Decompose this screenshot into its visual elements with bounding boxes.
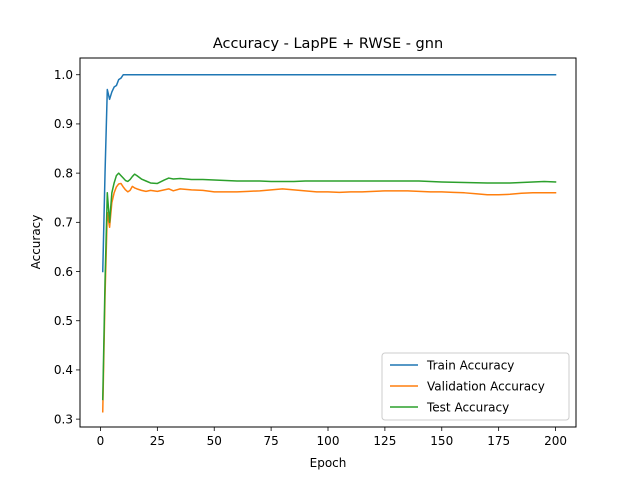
y-tick-label: 0.3 [54, 412, 73, 426]
legend: Train Accuracy Validation Accuracy Test … [381, 352, 570, 421]
y-tick-label: 1.0 [54, 68, 73, 82]
x-tick-label: 175 [487, 434, 510, 448]
series-line-test [101, 172, 557, 401]
x-tick-label: 0 [97, 434, 105, 448]
series-layer [101, 73, 557, 413]
chart-title: Accuracy - LapPE + RWSE - gnn [213, 36, 443, 52]
x-axis-ticks: 0 25 50 75 100 125 150 175 200 [97, 427, 567, 448]
series-line-validation [101, 182, 557, 413]
legend-label-validation: Validation Accuracy [427, 380, 545, 394]
y-axis-ticks: 0.3 0.4 0.5 0.6 0.7 0.8 0.9 1.0 [54, 68, 80, 426]
legend-label-train: Train Accuracy [426, 359, 514, 373]
legend-entry-train: Train Accuracy [390, 359, 514, 373]
y-tick-label: 0.7 [54, 216, 73, 230]
legend-label-test: Test Accuracy [426, 401, 509, 415]
x-tick-label: 75 [263, 434, 278, 448]
series-line-train [101, 73, 557, 273]
x-tick-label: 200 [544, 434, 567, 448]
y-tick-label: 0.9 [54, 117, 73, 131]
x-tick-label: 125 [373, 434, 396, 448]
legend-entry-test: Test Accuracy [390, 401, 509, 415]
legend-entry-validation: Validation Accuracy [390, 380, 545, 394]
x-tick-label: 150 [430, 434, 453, 448]
x-axis-label: Epoch [310, 456, 347, 470]
y-tick-label: 0.8 [54, 166, 73, 180]
y-tick-label: 0.6 [54, 265, 73, 279]
x-tick-label: 25 [150, 434, 165, 448]
legend-box [381, 352, 570, 421]
y-tick-label: 0.5 [54, 314, 73, 328]
x-tick-label: 100 [317, 434, 340, 448]
x-tick-label: 50 [207, 434, 222, 448]
y-tick-label: 0.4 [54, 363, 73, 377]
y-axis-label: Accuracy [29, 215, 43, 270]
